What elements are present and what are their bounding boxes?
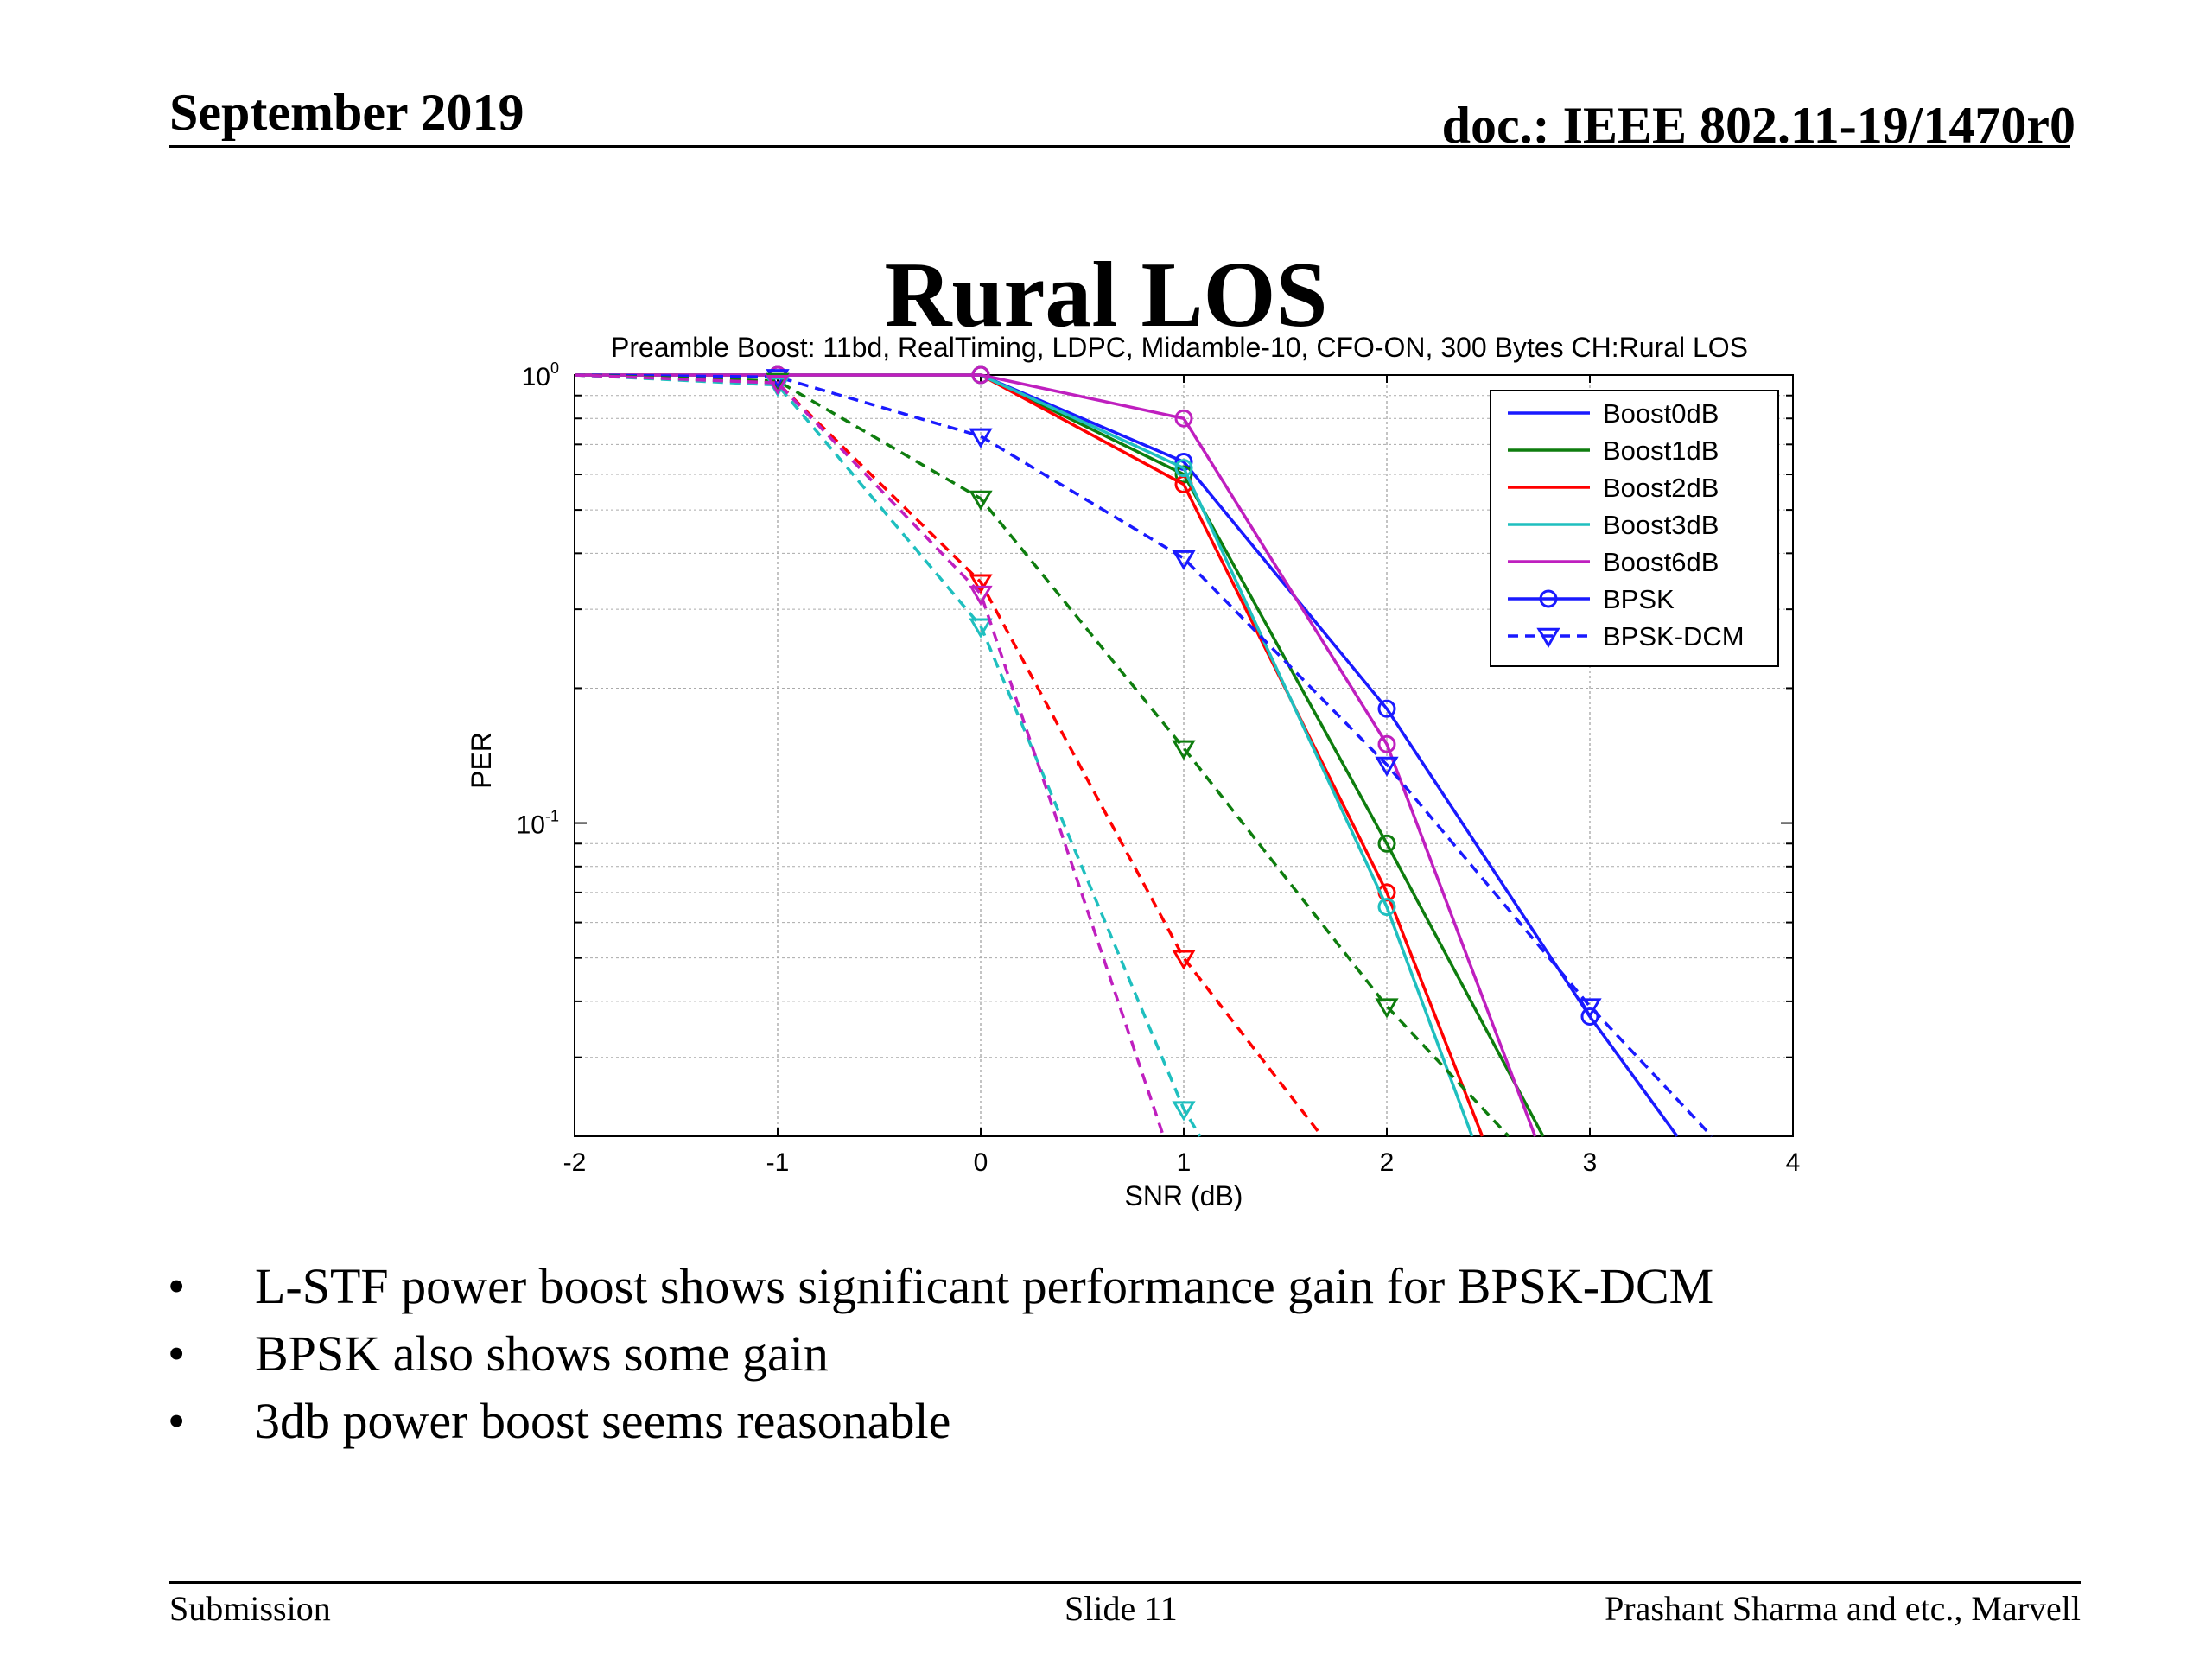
x-tick-label: -2 — [563, 1148, 587, 1177]
y-axis-label: PER — [466, 732, 497, 789]
bullet-list: L-STF power boost shows significant perf… — [164, 1253, 1713, 1455]
data-point — [766, 374, 790, 396]
footer-author: Prashant Sharma and etc., Marvell — [1605, 1589, 2081, 1628]
y-tick-label: 100 — [522, 359, 559, 391]
legend-label: Boost3dB — [1603, 510, 1719, 540]
legend-entry: Boost2dB — [1508, 473, 1719, 503]
legend-marker — [1539, 589, 1558, 608]
legend-label: Boost0dB — [1603, 398, 1719, 429]
legend-entry: BPSK — [1508, 584, 1675, 614]
footer-divider — [169, 1581, 2081, 1584]
bullet-item: BPSK also shows some gain — [164, 1320, 1713, 1388]
axes: -2 -1 0 1 2 3 4 100 10-1 — [517, 359, 1801, 1177]
bullet-item: L-STF power boost shows significant perf… — [164, 1253, 1713, 1320]
chart-title: Preamble Boost: 11bd, RealTiming, LDPC, … — [611, 332, 1748, 363]
slide-title: Rural LOS — [884, 244, 1328, 346]
legend-entry: Boost1dB — [1508, 435, 1719, 466]
series-line — [574, 373, 1166, 1137]
header-divider — [169, 145, 2070, 148]
series-layer — [574, 365, 1713, 1138]
x-tick-label: 0 — [974, 1148, 988, 1177]
x-tick-label: -1 — [766, 1148, 790, 1177]
data-point — [969, 618, 993, 639]
data-point — [971, 365, 990, 385]
data-point — [1377, 699, 1396, 718]
header-date: September 2019 — [169, 84, 524, 141]
series-boost6db-bpsk-dcm — [574, 373, 1166, 1137]
footer-slide-number: Slide 11 — [1065, 1589, 1178, 1628]
legend-entry: Boost6dB — [1508, 547, 1719, 577]
legend-box — [1490, 390, 1779, 667]
chart-legend: Boost0dB Boost1dB Boost2dB Boost3dB Boost6dB… — [1490, 390, 1779, 667]
data-point — [1377, 834, 1396, 853]
x-tick-label: 4 — [1786, 1148, 1801, 1177]
data-point — [1377, 734, 1396, 753]
series-line — [574, 373, 1202, 1137]
x-axis-label: SNR (dB) — [1125, 1180, 1243, 1211]
data-point — [1172, 950, 1196, 970]
data-point — [1174, 409, 1193, 428]
legend-label: Boost2dB — [1603, 473, 1719, 503]
data-point — [969, 585, 993, 607]
x-tick-label: 2 — [1380, 1148, 1395, 1177]
series-line — [575, 373, 1537, 1137]
bullet-item: 3db power boost seems reasonable — [164, 1388, 1713, 1455]
data-point — [1377, 898, 1396, 917]
data-point — [969, 428, 993, 448]
legend-label: Boost1dB — [1603, 435, 1719, 466]
legend-label: BPSK-DCM — [1603, 621, 1745, 652]
legend-marker — [1536, 627, 1560, 648]
legend-label: Boost6dB — [1603, 547, 1719, 577]
header-doc-id: doc.: IEEE 802.11-19/1470r0 — [1441, 97, 2075, 154]
legend-entry: Boost3dB — [1508, 510, 1719, 540]
footer-submission: Submission — [169, 1589, 331, 1628]
y-tick-exponent: -1 — [545, 808, 559, 825]
legend-entry: BPSK-DCM — [1508, 621, 1745, 652]
data-point — [1578, 998, 1602, 1019]
data-point — [1172, 1101, 1196, 1122]
series-line — [574, 373, 1324, 1138]
legend-label: BPSK — [1603, 584, 1675, 614]
legend-entry: Boost0dB — [1508, 398, 1719, 429]
data-point — [969, 574, 993, 594]
series-boost0db-bpsk-dcm — [574, 369, 1713, 1138]
data-point — [969, 490, 993, 511]
x-tick-label: 1 — [1177, 1148, 1192, 1177]
y-tick-label: 10-1 — [517, 808, 559, 840]
y-tick-exponent: 0 — [550, 359, 559, 377]
data-point — [1375, 998, 1399, 1019]
data-point — [1172, 740, 1196, 760]
data-point — [1375, 756, 1399, 777]
data-point — [1174, 459, 1193, 478]
x-tick-label: 3 — [1583, 1148, 1598, 1177]
data-point — [1172, 550, 1196, 571]
